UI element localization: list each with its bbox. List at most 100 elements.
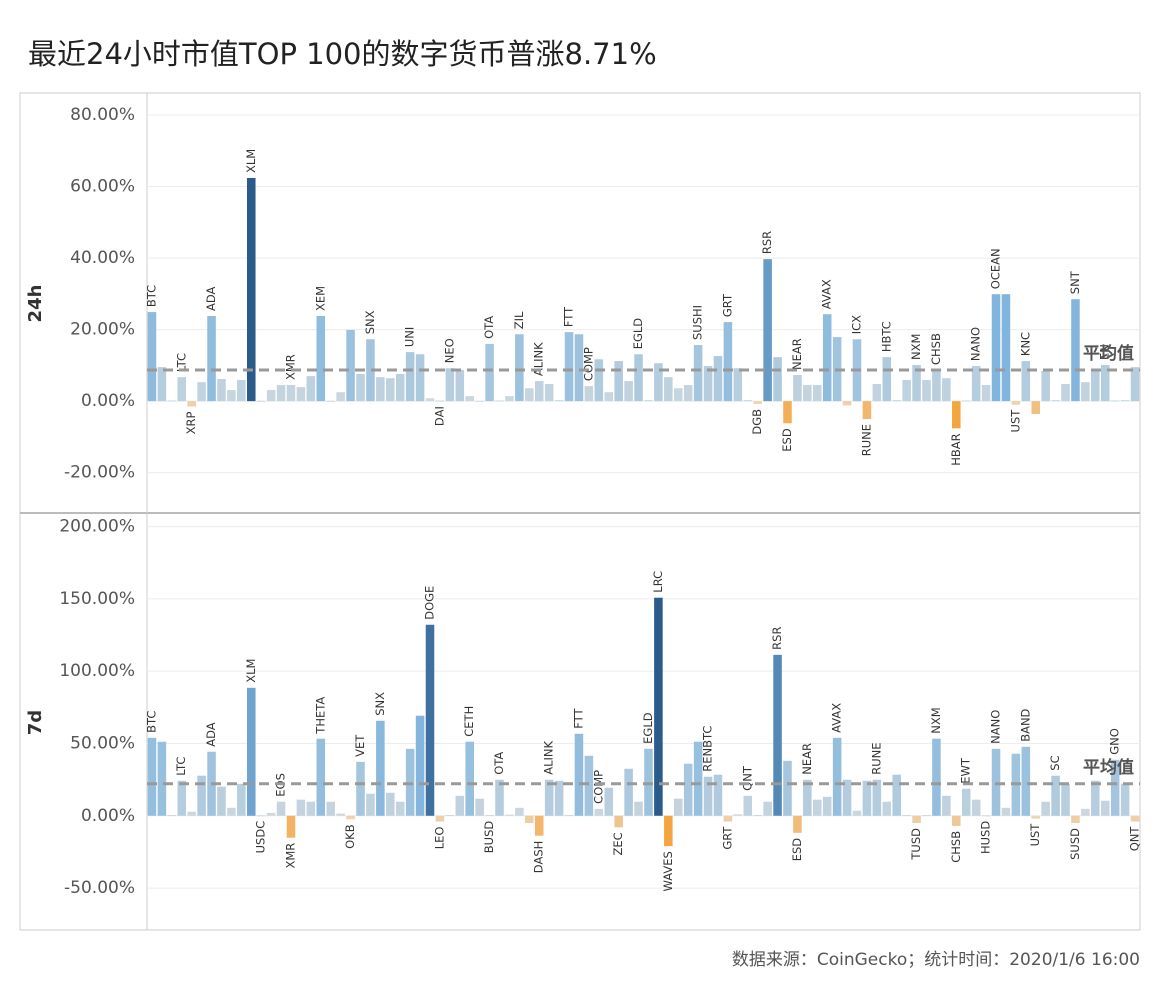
bar bbox=[296, 799, 306, 816]
bar bbox=[743, 795, 753, 816]
bar bbox=[902, 815, 911, 817]
bar bbox=[882, 801, 892, 816]
bar bbox=[574, 334, 584, 402]
bar-label: BUSD bbox=[482, 821, 496, 854]
y-tick-label: 20.00% bbox=[70, 320, 135, 340]
bar-label: ADA bbox=[204, 722, 218, 747]
y-tick-label: -50.00% bbox=[64, 878, 135, 898]
bar bbox=[1100, 365, 1110, 402]
bar-label: XMR bbox=[283, 843, 297, 869]
bar-label: ICX bbox=[849, 315, 863, 334]
bar bbox=[723, 815, 733, 822]
bar bbox=[1061, 783, 1070, 816]
bar bbox=[1021, 361, 1031, 402]
bar-label: NEO bbox=[442, 338, 456, 363]
bar bbox=[266, 390, 276, 402]
bar bbox=[604, 392, 614, 402]
bar bbox=[306, 376, 316, 402]
bar bbox=[237, 783, 246, 816]
bar bbox=[386, 792, 395, 816]
bar bbox=[991, 748, 1001, 816]
bar bbox=[852, 810, 862, 816]
bar-label: SNX bbox=[373, 692, 387, 716]
bar bbox=[167, 400, 177, 402]
bar bbox=[723, 322, 733, 402]
bar bbox=[1051, 400, 1060, 402]
bar bbox=[534, 381, 544, 402]
bar bbox=[286, 385, 296, 402]
bar bbox=[276, 801, 286, 816]
bar-label: ZIL bbox=[512, 311, 526, 329]
bar bbox=[425, 624, 435, 816]
bar bbox=[932, 370, 941, 402]
bar bbox=[693, 344, 703, 402]
bar-label: DASH bbox=[532, 841, 546, 873]
bar bbox=[237, 380, 246, 402]
bar-label: QNT bbox=[740, 765, 754, 791]
bar bbox=[634, 354, 643, 402]
bar bbox=[971, 799, 981, 816]
bar bbox=[862, 780, 872, 816]
bar bbox=[793, 375, 802, 402]
bar bbox=[266, 812, 276, 816]
y-tick-label: 150.00% bbox=[59, 589, 135, 609]
chart-title: 最近24小时市值TOP 100的数字货币普涨8.71% bbox=[28, 37, 657, 71]
bar-label: TUSD bbox=[909, 828, 923, 861]
bar bbox=[604, 787, 614, 816]
bar bbox=[594, 359, 604, 402]
bar bbox=[733, 368, 743, 402]
bar bbox=[157, 741, 167, 816]
bar-label: SC bbox=[1048, 755, 1062, 770]
bar bbox=[1120, 783, 1130, 816]
bar-label: OCEAN bbox=[989, 248, 1003, 289]
bar-label: CETH bbox=[462, 706, 476, 737]
bar bbox=[634, 801, 643, 816]
bar bbox=[435, 815, 445, 822]
bar bbox=[584, 755, 594, 816]
bar-label: LEO bbox=[432, 827, 446, 850]
bar-label: UNI bbox=[403, 327, 417, 347]
bar bbox=[753, 401, 762, 404]
bar bbox=[654, 597, 663, 816]
bar bbox=[554, 400, 564, 402]
bar bbox=[445, 815, 455, 817]
bar bbox=[1041, 371, 1050, 402]
bar bbox=[316, 316, 326, 402]
bar bbox=[525, 388, 534, 402]
bar bbox=[336, 813, 345, 816]
bar bbox=[872, 779, 882, 816]
bar-label: LTC bbox=[174, 757, 188, 776]
bar bbox=[961, 788, 971, 816]
bar bbox=[157, 367, 167, 402]
bar bbox=[465, 396, 474, 402]
bar-label: BTC bbox=[144, 711, 158, 733]
bar bbox=[217, 378, 226, 402]
bar bbox=[544, 779, 554, 816]
bar bbox=[495, 779, 504, 816]
bar bbox=[574, 733, 584, 816]
bar bbox=[147, 737, 157, 816]
bar-label: OTA bbox=[482, 316, 496, 339]
bar bbox=[177, 377, 187, 402]
bar-label: RENBTC bbox=[701, 726, 715, 772]
y-tick-label: 80.00% bbox=[70, 105, 135, 125]
bar-label: EGLD bbox=[641, 712, 655, 744]
bar bbox=[425, 398, 435, 402]
bar bbox=[743, 400, 753, 402]
bar bbox=[455, 370, 465, 402]
bar-label: DAI bbox=[432, 406, 446, 426]
bar bbox=[1051, 775, 1060, 816]
bar-label: THETA bbox=[313, 697, 327, 735]
bar bbox=[952, 815, 961, 826]
bar bbox=[564, 332, 574, 402]
bar bbox=[942, 795, 951, 816]
bar bbox=[356, 373, 365, 402]
bar-label: AVAX bbox=[820, 279, 834, 309]
y-axis-label: 24h bbox=[25, 285, 46, 323]
bar bbox=[912, 365, 921, 402]
bar bbox=[882, 357, 892, 402]
bar bbox=[753, 815, 762, 817]
bar bbox=[227, 807, 236, 816]
bar bbox=[197, 382, 206, 402]
